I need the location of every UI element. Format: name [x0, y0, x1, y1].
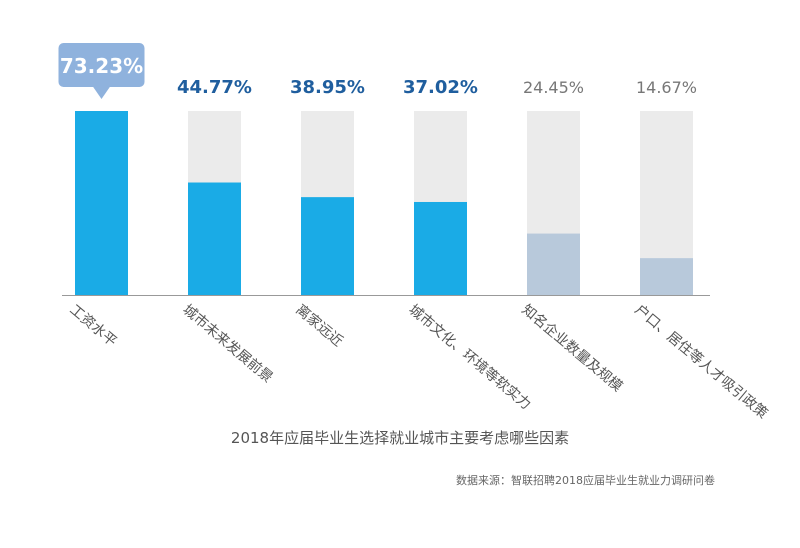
bar — [640, 258, 693, 295]
category-label: 知名企业数量及规模 — [518, 301, 625, 395]
data-label: 37.02% — [403, 77, 478, 98]
category-label: 城市文化、环境等软实力 — [405, 301, 534, 413]
category-label: 工资水平 — [66, 302, 119, 350]
data-source-note: 数据来源：智联招聘2018应届毕业生就业力调研问卷 — [456, 474, 715, 487]
value-callout — [58, 43, 145, 87]
category-label: 户口、居住等人才吸引政策 — [631, 301, 771, 422]
bar — [414, 201, 467, 295]
category-label: 城市未来发展前景 — [179, 301, 276, 386]
callout-pointer — [92, 86, 111, 99]
bar — [75, 111, 128, 295]
category-label: 离家远近 — [292, 301, 346, 350]
data-label: 14.67% — [636, 78, 697, 97]
data-label: 38.95% — [290, 77, 365, 98]
chart-title: 2018年应届毕业生选择就业城市主要考虑哪些因素 — [230, 429, 570, 447]
data-label: 24.45% — [523, 78, 584, 97]
data-label: 73.23% — [60, 54, 143, 78]
bar — [301, 197, 354, 295]
bar — [188, 182, 241, 295]
data-label: 44.77% — [177, 77, 252, 98]
bar — [527, 233, 580, 295]
